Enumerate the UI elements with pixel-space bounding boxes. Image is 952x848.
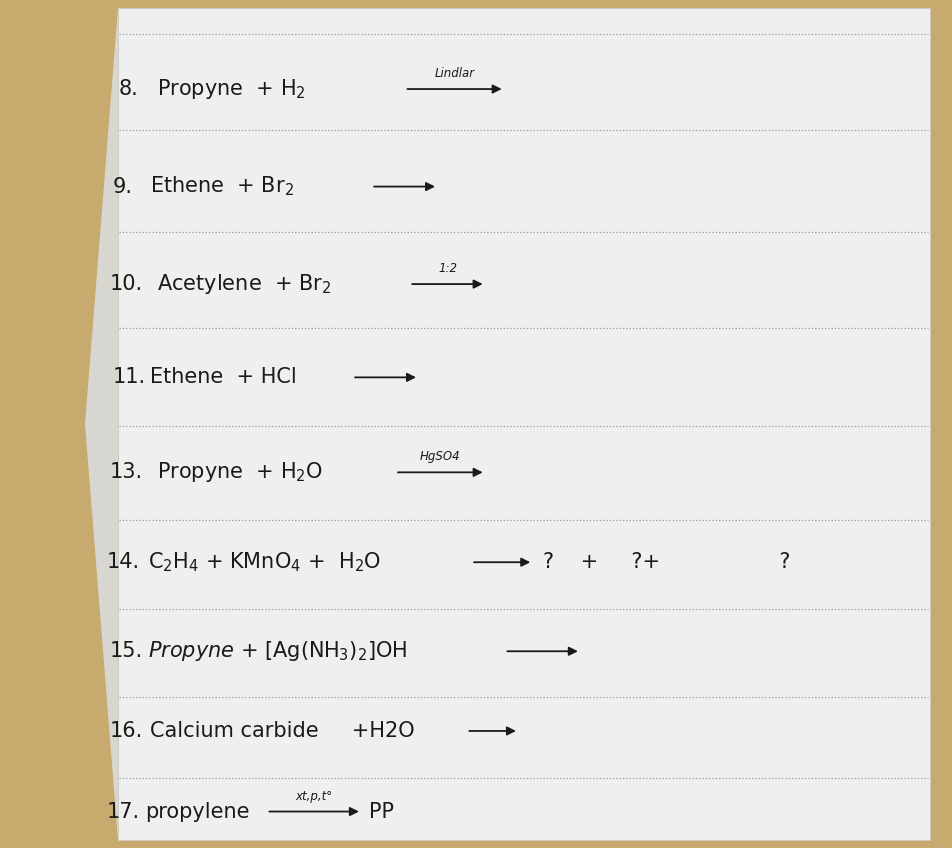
Text: Propyne  + H$_2$: Propyne + H$_2$ bbox=[157, 77, 306, 101]
Text: HgSO4: HgSO4 bbox=[420, 450, 461, 463]
Polygon shape bbox=[118, 8, 930, 840]
Polygon shape bbox=[85, 8, 118, 840]
Text: Lindlar: Lindlar bbox=[434, 67, 475, 80]
Text: 13.: 13. bbox=[109, 462, 143, 483]
Text: Ethene  + HCl: Ethene + HCl bbox=[150, 367, 297, 388]
Text: 9.: 9. bbox=[112, 176, 132, 197]
Text: 10.: 10. bbox=[109, 274, 143, 294]
Text: 15.: 15. bbox=[109, 641, 143, 661]
Text: 17.: 17. bbox=[107, 801, 140, 822]
Text: 1:2: 1:2 bbox=[438, 262, 457, 275]
Text: Calcium carbide     +H2O: Calcium carbide +H2O bbox=[150, 721, 415, 741]
Text: Acetylene  + Br$_2$: Acetylene + Br$_2$ bbox=[157, 272, 331, 296]
Text: 14.: 14. bbox=[107, 552, 140, 572]
Text: 8.: 8. bbox=[119, 79, 139, 99]
Text: $\it{Propyne}$ + [Ag(NH$_3$)$_2$]OH: $\it{Propyne}$ + [Ag(NH$_3$)$_2$]OH bbox=[148, 639, 407, 663]
Text: ?    +     ?+                  ?: ? + ?+ ? bbox=[543, 552, 790, 572]
Text: Propyne  + H$_2$O: Propyne + H$_2$O bbox=[157, 460, 323, 484]
Text: 11.: 11. bbox=[112, 367, 146, 388]
Text: propylene: propylene bbox=[145, 801, 249, 822]
Text: xt,p,t°: xt,p,t° bbox=[296, 789, 332, 802]
Text: Ethene  + Br$_2$: Ethene + Br$_2$ bbox=[150, 175, 294, 198]
Text: PP: PP bbox=[369, 801, 394, 822]
Text: C$_2$H$_4$ + KMnO$_4$ +  H$_2$O: C$_2$H$_4$ + KMnO$_4$ + H$_2$O bbox=[148, 550, 381, 574]
Text: 16.: 16. bbox=[109, 721, 143, 741]
